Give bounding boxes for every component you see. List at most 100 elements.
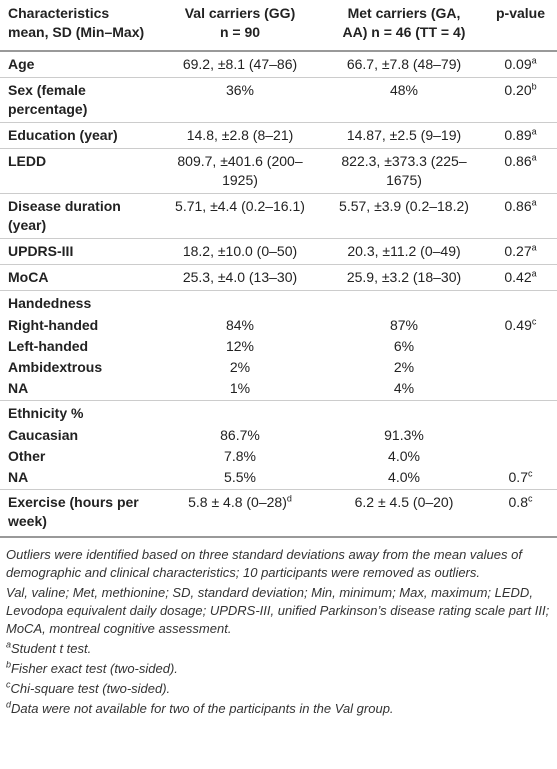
cell: 20.3, ±11.2 (0–49) bbox=[324, 238, 484, 265]
p-text: 0.09 bbox=[504, 56, 532, 72]
cell: 0.09a bbox=[484, 50, 557, 78]
row-label: Ambidextrous bbox=[0, 358, 156, 379]
note-mark: a bbox=[6, 639, 12, 650]
cell: 5.57, ±3.9 (0.2–18.2) bbox=[324, 193, 484, 239]
cell: 7.8% bbox=[156, 447, 324, 468]
header-text: AA) n = 46 (TT = 4) bbox=[342, 24, 466, 40]
sub-row: Other 7.8% 4.0% bbox=[0, 447, 557, 468]
val-text: 5.8 ± 4.8 (0–28) bbox=[188, 494, 287, 510]
note-mark: d bbox=[6, 699, 12, 710]
row: Ethnicity % bbox=[0, 400, 557, 426]
cell: 5.71, ±4.4 (0.2–16.1) bbox=[156, 193, 324, 239]
header-cell: Characteristics mean, SD (Min–Max) bbox=[0, 0, 156, 52]
row: Sex (female percentage) 36% 48% 0.20b bbox=[0, 77, 557, 123]
header-row: Characteristics mean, SD (Min–Max) Val car… bbox=[0, 0, 557, 52]
p-text: 0.86 bbox=[504, 198, 532, 214]
cell: 0.42a bbox=[484, 264, 557, 291]
cell: 66.7, ±7.8 (48–79) bbox=[324, 50, 484, 78]
note-mark: c bbox=[527, 468, 533, 479]
sub-row: Right-handed 84% 87% 0.49c bbox=[0, 316, 557, 337]
cell: 809.7, ±401.6 (200–1925) bbox=[156, 148, 324, 194]
row-label: Right-handed bbox=[0, 316, 156, 337]
val-text: 25.3, ±4.0 (13–30) bbox=[182, 269, 298, 285]
footnote-text: Fisher exact test (two-sided). bbox=[11, 661, 178, 676]
val-text: 18.2, ±10.0 (0–50) bbox=[182, 243, 298, 259]
row-label: MoCA bbox=[0, 264, 156, 291]
row-label: NA bbox=[0, 468, 156, 490]
met-text: 6.2 ± 4.5 (0–20) bbox=[354, 494, 454, 510]
met-text: 4.0% bbox=[388, 469, 420, 485]
row: Education (year) 14.8, ±2.8 (8–21) 14.87, … bbox=[0, 122, 557, 149]
row: LEDD 809.7, ±401.6 (200–1925) 822.3, ±373.… bbox=[0, 148, 557, 194]
row-label: Ethnicity % bbox=[0, 400, 156, 426]
cell: 87% bbox=[324, 316, 484, 337]
val-text: 36% bbox=[225, 82, 255, 98]
val-text: 14.8, ±2.8 (8–21) bbox=[186, 127, 294, 143]
p-text: 0.49 bbox=[504, 317, 532, 333]
cell: 1% bbox=[156, 379, 324, 401]
cell bbox=[156, 290, 324, 316]
cell: 91.3% bbox=[324, 426, 484, 447]
val-text: 809.7, ±401.6 (200–1925) bbox=[177, 153, 303, 188]
cell: 6% bbox=[324, 337, 484, 358]
label-text: UPDRS-III bbox=[8, 243, 74, 259]
cell: 0.8c bbox=[484, 489, 557, 538]
cell: 36% bbox=[156, 77, 324, 123]
footnote: aStudent t test. bbox=[6, 640, 551, 658]
note-mark: b bbox=[6, 659, 12, 670]
cell: 0.49c bbox=[484, 316, 557, 337]
cell: 12% bbox=[156, 337, 324, 358]
met-text: 91.3% bbox=[384, 427, 424, 443]
sub-row: Caucasian 86.7% 91.3% bbox=[0, 426, 557, 447]
row-label: UPDRS-III bbox=[0, 238, 156, 265]
row-label: Other bbox=[0, 447, 156, 468]
cell bbox=[484, 400, 557, 426]
row: Age 69.2, ±8.1 (47–86) 66.7, ±7.8 (48–79) 0… bbox=[0, 50, 557, 78]
row: UPDRS-III 18.2, ±10.0 (0–50) 20.3, ±11.2 (… bbox=[0, 238, 557, 265]
row-label: NA bbox=[0, 379, 156, 401]
note-mark: b bbox=[531, 81, 537, 92]
note-mark: a bbox=[531, 152, 537, 163]
cell: 0.20b bbox=[484, 77, 557, 123]
note-mark: c bbox=[6, 679, 11, 690]
cell: 4.0% bbox=[324, 468, 484, 490]
met-text: 20.3, ±11.2 (0–49) bbox=[347, 243, 461, 259]
row-label: Caucasian bbox=[0, 426, 156, 447]
cell: 0.86a bbox=[484, 148, 557, 194]
footnote: bFisher exact test (two-sided). bbox=[6, 660, 551, 678]
cell: 14.8, ±2.8 (8–21) bbox=[156, 122, 324, 149]
label-text: Right-handed bbox=[8, 317, 99, 333]
label-text: Handedness bbox=[8, 295, 92, 311]
cell bbox=[484, 358, 557, 379]
met-text: 6% bbox=[393, 338, 415, 354]
footnote-paragraph: Outliers were identified based on three … bbox=[6, 547, 522, 580]
note-mark: a bbox=[531, 55, 537, 66]
page: Characteristics mean, SD (Min–Max) Val car… bbox=[0, 0, 557, 718]
row: Disease duration (year) 5.71, ±4.4 (0.2–1… bbox=[0, 193, 557, 239]
val-text: 1% bbox=[229, 380, 251, 396]
label-text: Sex (female percentage) bbox=[8, 82, 88, 117]
cell: 822.3, ±373.3 (225–1675) bbox=[324, 148, 484, 194]
cell: 25.3, ±4.0 (13–30) bbox=[156, 264, 324, 291]
cell: 5.8 ± 4.8 (0–28)d bbox=[156, 489, 324, 538]
label-text: Education (year) bbox=[8, 127, 118, 143]
header-text: Met carriers (GA, bbox=[347, 5, 461, 21]
cell: 5.5% bbox=[156, 468, 324, 490]
label-text: NA bbox=[8, 380, 29, 396]
note-mark: a bbox=[531, 268, 537, 279]
label-text: Ethnicity % bbox=[8, 405, 84, 421]
cell: 48% bbox=[324, 77, 484, 123]
row: MoCA 25.3, ±4.0 (13–30) 25.9, ±3.2 (18–30)… bbox=[0, 264, 557, 291]
note-mark: d bbox=[286, 493, 292, 504]
met-text: 822.3, ±373.3 (225–1675) bbox=[341, 153, 467, 188]
sub-row: NA 1% 4% bbox=[0, 379, 557, 401]
cell: 18.2, ±10.0 (0–50) bbox=[156, 238, 324, 265]
cell: 84% bbox=[156, 316, 324, 337]
cell: 0.27a bbox=[484, 238, 557, 265]
met-text: 14.87, ±2.5 (9–19) bbox=[346, 127, 462, 143]
footnote: dData were not available for two of the … bbox=[6, 700, 551, 718]
note-mark: c bbox=[527, 493, 533, 504]
footnote-text: Chi-square test (two-sided). bbox=[10, 681, 171, 696]
met-text: 48% bbox=[389, 82, 419, 98]
p-text: 0.8 bbox=[508, 494, 528, 510]
